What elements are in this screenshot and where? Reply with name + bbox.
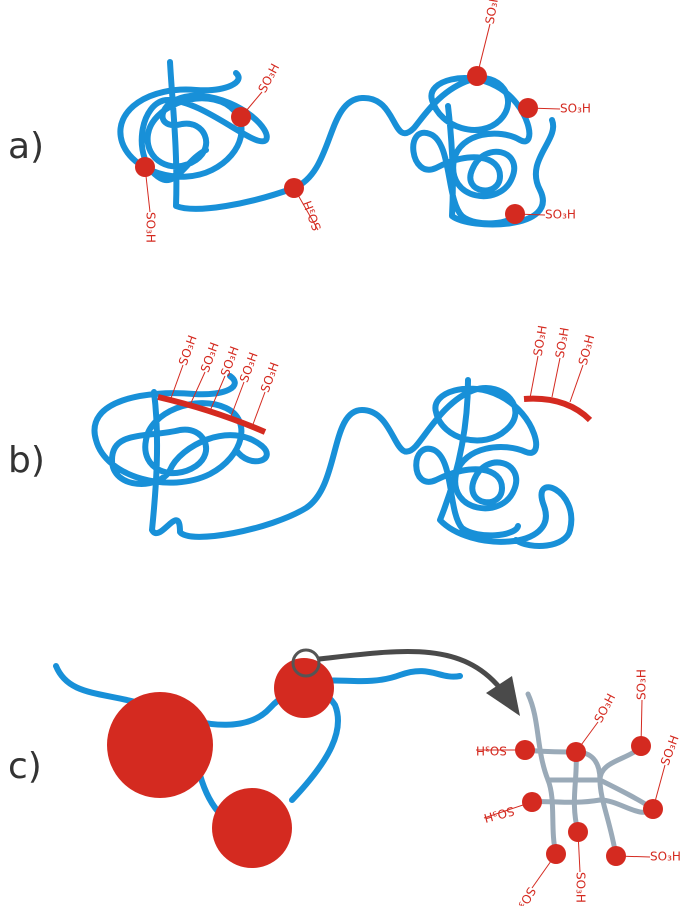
arrow (318, 648, 502, 690)
sulfonic-site (518, 98, 538, 118)
panel-label: c) (8, 746, 42, 787)
group-label: SO₃H (650, 850, 681, 864)
group-label: SO₃H (531, 324, 550, 357)
leader-line (229, 381, 245, 420)
group-label: SO₃H (511, 885, 539, 906)
sulfonic-site (505, 204, 525, 224)
group-label: SO₃H (144, 212, 158, 243)
group-label: SO₃H (545, 208, 576, 222)
group-label: SO₃H (591, 691, 618, 725)
sulfonic-site (231, 107, 251, 127)
sulfonic-site (566, 742, 586, 762)
zoom-circle (291, 648, 321, 678)
group-label: SO₃H (198, 340, 222, 374)
leader-line (529, 355, 539, 399)
group-label: SO₃H (476, 744, 507, 758)
group-label: SO₃H (255, 61, 282, 95)
panel-label: b) (8, 440, 45, 481)
sulfonic-site (284, 178, 304, 198)
leader-line (169, 364, 184, 402)
leader-line (189, 371, 206, 406)
group-label: SO₃H (218, 344, 242, 378)
group-label: SO₃H (560, 102, 591, 116)
particle (274, 658, 334, 718)
sulfonic-site (568, 822, 588, 842)
group-label: SO₃H (300, 199, 324, 233)
sulfonic-site (631, 736, 651, 756)
group-label: SO₃H (237, 350, 261, 384)
sulfonic-site (546, 844, 566, 864)
group-label: SO₃H (483, 0, 502, 25)
sulfonic-site (467, 66, 487, 86)
group-label: SO₃H (635, 669, 649, 700)
sulfonic-site (515, 740, 535, 760)
sulfonic-site (135, 157, 155, 177)
group-label: SO₃H (553, 326, 572, 359)
particle (107, 692, 213, 798)
sulfonated-segment (157, 394, 267, 435)
group-label: SO₃H (576, 333, 598, 366)
group-label: SO₃H (258, 360, 282, 394)
arrowhead (486, 676, 520, 716)
sulfonated-segment (523, 395, 593, 423)
sulfonic-site (606, 846, 626, 866)
leader-line (209, 375, 226, 412)
group-label: SO₃H (574, 872, 588, 903)
polymer-chain (117, 59, 557, 228)
polymer-chain (91, 373, 575, 549)
leader-line (551, 357, 561, 398)
leader-line (569, 364, 584, 403)
particle (212, 788, 292, 868)
panel-label: a) (8, 126, 44, 167)
group-label: SO₃H (176, 333, 200, 367)
group-label: SO₃H (658, 733, 682, 767)
polymer-network (522, 691, 656, 859)
leader-line (251, 391, 266, 428)
sulfonic-site (522, 792, 542, 812)
group-label: SO₃H (482, 804, 515, 826)
sulfonic-site (643, 799, 663, 819)
